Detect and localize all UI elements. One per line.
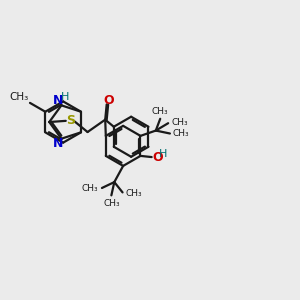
Text: CH₃: CH₃: [82, 184, 98, 193]
Text: CH₃: CH₃: [9, 92, 28, 102]
Text: H: H: [159, 149, 167, 159]
Text: CH₃: CH₃: [152, 107, 169, 116]
Text: N: N: [53, 94, 63, 107]
Text: CH₃: CH₃: [125, 189, 142, 198]
Text: O: O: [153, 151, 164, 164]
Text: CH₃: CH₃: [171, 118, 188, 127]
Text: N: N: [53, 137, 63, 150]
Text: S: S: [66, 114, 75, 127]
Text: O: O: [103, 94, 114, 107]
Text: CH₃: CH₃: [173, 129, 190, 138]
Text: CH₃: CH₃: [103, 199, 120, 208]
Text: H: H: [61, 92, 69, 101]
